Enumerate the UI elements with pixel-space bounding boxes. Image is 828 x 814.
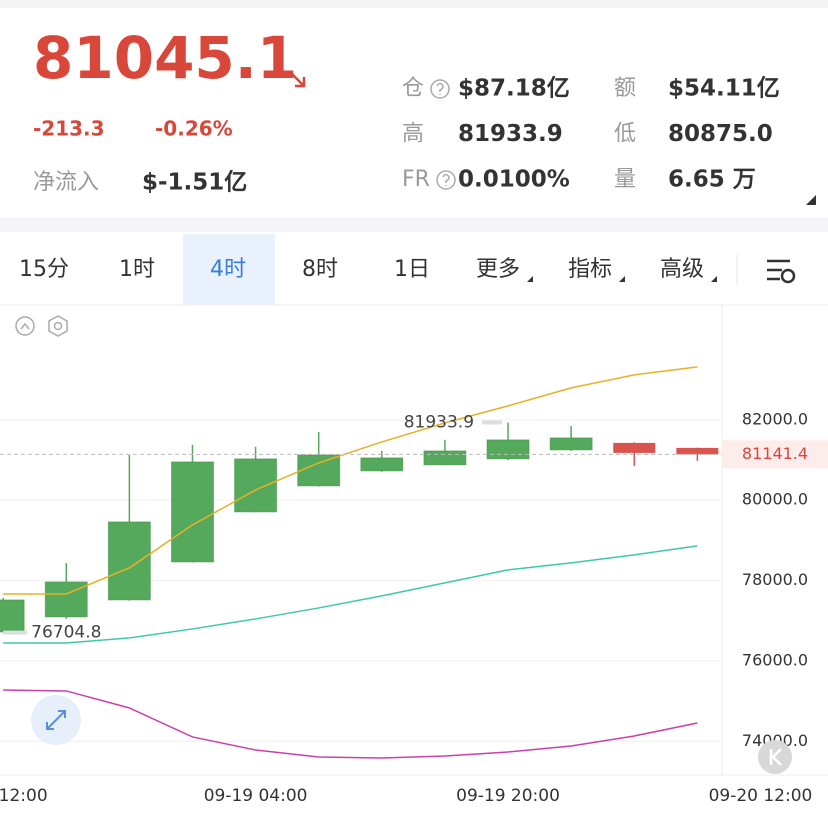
y-tick-label: 82000.0 bbox=[742, 409, 808, 428]
high-label: 81933.9 bbox=[404, 413, 474, 433]
corner-mark bbox=[806, 195, 816, 205]
stat-label: 量 bbox=[614, 167, 636, 192]
tabs: 15分 1时 4时 8时 1日 更多 指标 高级 bbox=[19, 257, 717, 282]
stat-value: 6.65 万 bbox=[668, 167, 756, 193]
stat-label: 仓 bbox=[402, 76, 424, 101]
y-tick-label: 78000.0 bbox=[742, 570, 808, 589]
tab[interactable]: 8时 bbox=[302, 257, 338, 282]
tab[interactable]: 更多 bbox=[476, 257, 520, 282]
tab[interactable]: 1日 bbox=[394, 257, 430, 282]
price: 81045.1 bbox=[33, 24, 297, 92]
candle-body bbox=[423, 450, 467, 466]
x-tick-label: 09-19 20:00 bbox=[456, 786, 560, 806]
net-inflow-label: 净流入 bbox=[33, 170, 99, 195]
top-strip bbox=[0, 0, 828, 8]
info-icon bbox=[442, 173, 450, 186]
stat-label: 低 bbox=[614, 122, 636, 147]
candle-body bbox=[549, 437, 593, 451]
stat-value: $87.18亿 bbox=[458, 76, 570, 102]
tab[interactable]: 指标 bbox=[568, 257, 612, 282]
indicator-line bbox=[3, 545, 698, 644]
indicator-line bbox=[3, 366, 698, 595]
y-tick-label: 80000.0 bbox=[742, 490, 808, 509]
candle-body bbox=[676, 447, 719, 455]
change: -213.3 bbox=[33, 117, 105, 141]
stat-value: 81933.9 bbox=[458, 121, 563, 147]
indicator-line bbox=[3, 689, 698, 759]
down-arrow bbox=[289, 71, 306, 88]
stat-value: $54.11亿 bbox=[668, 76, 780, 102]
dropdown-mark bbox=[527, 276, 533, 282]
change-pct: -0.26% bbox=[155, 117, 233, 141]
candle-body bbox=[486, 439, 530, 460]
info-icon bbox=[430, 79, 450, 99]
settings-icon[interactable] bbox=[767, 259, 796, 284]
net-inflow: $-1.51亿 bbox=[142, 170, 247, 196]
candle-body bbox=[170, 461, 214, 563]
candle-body bbox=[234, 458, 278, 513]
candle-body bbox=[613, 442, 656, 453]
stat-label: 高 bbox=[402, 122, 424, 147]
price-tag-label: 81141.4 bbox=[742, 444, 808, 463]
candle-body bbox=[297, 454, 341, 487]
tab[interactable]: 高级 bbox=[660, 257, 704, 282]
y-tick-label: 76000.0 bbox=[742, 650, 808, 669]
candle-body bbox=[360, 457, 404, 472]
stat-label: 额 bbox=[614, 76, 636, 101]
k-button[interactable] bbox=[758, 740, 792, 774]
collapse-icon[interactable] bbox=[15, 316, 35, 336]
tab[interactable]: 4时 bbox=[210, 257, 246, 282]
info-icon bbox=[436, 82, 444, 95]
expand-button[interactable] bbox=[31, 695, 81, 745]
info-icon bbox=[436, 170, 456, 190]
candle-body bbox=[107, 521, 151, 601]
low-label: 76704.8 bbox=[31, 623, 101, 643]
stat-value: 80875.0 bbox=[668, 121, 773, 147]
tab[interactable]: 1时 bbox=[119, 257, 155, 282]
dropdown-mark bbox=[619, 276, 625, 282]
dropdown-mark bbox=[711, 276, 717, 282]
gear-icon[interactable] bbox=[48, 315, 68, 337]
stat-label: FR bbox=[402, 167, 430, 192]
x-tick-label: 09-20 12:00 bbox=[709, 786, 813, 806]
x-tick-label: 12:00 bbox=[0, 786, 48, 806]
price-tag bbox=[722, 440, 828, 469]
plot: 74000.076000.078000.080000.082000.012:00… bbox=[0, 366, 828, 806]
candle-body bbox=[0, 599, 25, 633]
active-tab-bg bbox=[183, 234, 275, 305]
separator bbox=[0, 218, 828, 232]
stat-value: 0.0100% bbox=[458, 167, 570, 193]
tab[interactable]: 15分 bbox=[19, 257, 69, 282]
x-tick-label: 09-19 04:00 bbox=[204, 786, 308, 806]
